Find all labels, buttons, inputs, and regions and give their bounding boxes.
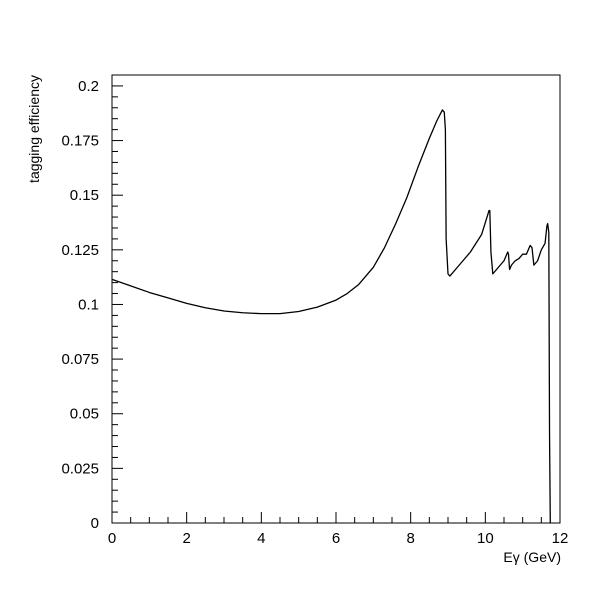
y-tick-label: 0.05	[70, 406, 99, 423]
y-tick-label: 0.075	[61, 351, 99, 368]
y-tick-label: 0.2	[78, 78, 99, 95]
y-tick-label: 0.025	[61, 460, 99, 477]
x-tick-label: 2	[182, 530, 190, 547]
y-tick-label: 0.175	[61, 133, 99, 150]
x-axis-label: Eγ (GeV)	[503, 549, 561, 565]
x-tick-label: 4	[257, 530, 265, 547]
x-axis-ticks: 0 2 4 6 8 10 12	[108, 512, 569, 547]
plot-frame	[111, 74, 561, 524]
y-tick-label: 0.125	[61, 242, 99, 259]
y-axis-label: tagging efficiency	[26, 75, 42, 183]
series-layer	[111, 109, 551, 524]
x-tick-label: 0	[108, 530, 116, 547]
x-tick-label: 10	[477, 530, 494, 547]
y-axis-ticks: 0 0.025 0.05 0.075 0.1 0.125 0.15 0.175 0.2	[61, 74, 123, 532]
x-tick-label: 8	[406, 530, 414, 547]
x-tick-label: 6	[332, 530, 340, 547]
y-tick-label: 0.1	[78, 296, 99, 313]
x-tick-label: 12	[552, 530, 569, 547]
y-tick-label: 0	[91, 515, 99, 532]
series-line	[111, 109, 551, 524]
y-tick-label: 0.15	[70, 187, 99, 204]
